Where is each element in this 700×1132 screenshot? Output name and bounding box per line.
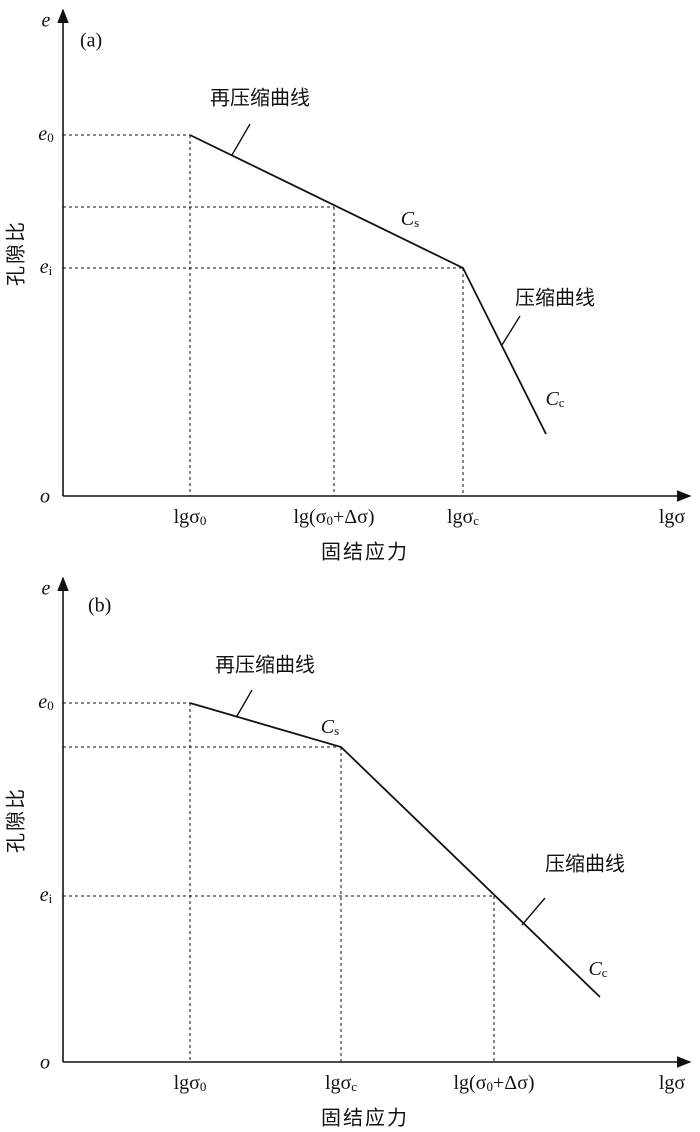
x-title: 固结应力: [321, 1107, 409, 1130]
subscript: 0: [326, 513, 333, 528]
index-label: Cs: [321, 716, 339, 738]
subscript: c: [559, 395, 565, 410]
text-part: C: [321, 716, 335, 738]
text-part: e: [40, 884, 49, 906]
y-tick-label: e0: [38, 123, 53, 145]
panel-label: (a): [80, 30, 102, 52]
leader-line: [236, 689, 253, 717]
y-axis-name: e: [42, 578, 51, 600]
curve-label: 压缩曲线: [515, 287, 595, 310]
x-tick-label: lgσ0: [174, 1072, 207, 1094]
subscript: c: [473, 513, 479, 528]
text-part: C: [545, 388, 559, 410]
text-part: lgσ: [659, 506, 686, 528]
text-part: e: [38, 123, 47, 145]
subscript: s: [414, 215, 419, 230]
subscript: 0: [486, 1079, 493, 1094]
x-tick-label: lg(σ0+Δσ): [293, 506, 374, 528]
subscript: 0: [47, 130, 54, 145]
curve-label: 压缩曲线: [545, 853, 625, 876]
text-part: lgσ: [174, 1072, 201, 1094]
subscript: 0: [200, 513, 207, 528]
x-tick-label: lgσc: [325, 1072, 357, 1094]
origin-label: o: [40, 1052, 50, 1074]
subscript: 0: [200, 1079, 207, 1094]
subscript: 0: [47, 698, 54, 713]
text-part: lg(σ: [293, 506, 326, 528]
curve: [189, 702, 601, 998]
subscript: c: [602, 965, 608, 980]
y-tick-label: e0: [38, 691, 53, 713]
y-title: 孔隙比: [5, 787, 28, 853]
text-part: e: [38, 691, 47, 713]
text-part: +Δσ): [493, 1072, 535, 1094]
y-title: 孔隙比: [5, 220, 28, 286]
text-part: lgσ: [659, 1072, 686, 1094]
subscript: i: [49, 891, 53, 906]
x-tick-label: lg(σ0+Δσ): [453, 1072, 534, 1094]
text-part: C: [401, 208, 415, 230]
leader-line: [521, 897, 546, 926]
text-part: C: [588, 958, 602, 980]
text-part: lgσ: [174, 506, 201, 528]
curve-label: 再压缩曲线: [215, 654, 315, 677]
origin-label: o: [40, 486, 50, 508]
subscript: s: [334, 723, 339, 738]
subscript: c: [351, 1079, 357, 1094]
y-axis-name: e: [42, 10, 51, 32]
x-title: 固结应力: [321, 541, 409, 564]
index-label: Cc: [588, 958, 607, 980]
subscript: i: [49, 263, 53, 278]
x-axis-name: lgσ: [659, 506, 686, 528]
curve-label: 再压缩曲线: [210, 87, 310, 110]
y-tick-label: ei: [40, 884, 53, 906]
x-axis-name: lgσ: [659, 1072, 686, 1094]
text-part: lgσ: [447, 506, 474, 528]
leader-line: [501, 315, 521, 346]
index-label: Cc: [545, 388, 564, 410]
leader-line: [231, 123, 251, 156]
x-tick-label: lgσc: [447, 506, 479, 528]
x-tick-label: lgσ0: [174, 506, 207, 528]
text-part: lg(σ: [453, 1072, 486, 1094]
curve: [189, 134, 547, 435]
panel-label: (b): [88, 595, 111, 617]
text-part: e: [40, 256, 49, 278]
text-part: +Δσ): [333, 506, 375, 528]
text-part: lgσ: [325, 1072, 352, 1094]
index-label: Cs: [401, 208, 419, 230]
y-tick-label: ei: [40, 256, 53, 278]
